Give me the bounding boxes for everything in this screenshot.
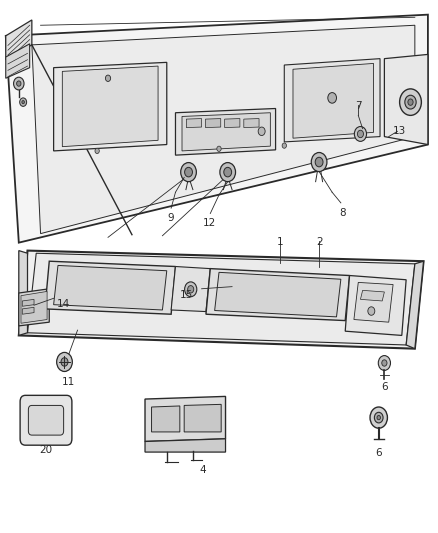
Polygon shape [6,44,30,78]
Polygon shape [206,269,350,320]
Polygon shape [354,282,393,322]
Circle shape [181,163,196,182]
Circle shape [408,99,413,106]
Text: 9: 9 [167,214,173,223]
Circle shape [399,89,421,115]
Circle shape [185,282,197,297]
Polygon shape [19,251,28,335]
FancyBboxPatch shape [28,406,64,435]
Polygon shape [360,290,385,301]
Text: 8: 8 [340,208,346,218]
Polygon shape [22,300,34,306]
Circle shape [17,81,21,86]
Polygon shape [171,266,210,312]
Circle shape [258,127,265,135]
Text: 11: 11 [62,377,75,387]
Circle shape [378,356,391,370]
Polygon shape [62,66,158,147]
Circle shape [95,148,99,154]
Polygon shape [145,439,226,452]
Circle shape [370,407,388,428]
Circle shape [217,146,221,151]
Polygon shape [19,251,424,349]
Circle shape [220,163,236,182]
Circle shape [106,75,111,82]
Polygon shape [406,261,424,349]
Circle shape [368,307,375,316]
Polygon shape [22,308,34,314]
Circle shape [57,352,72,372]
Text: 6: 6 [381,382,388,392]
Text: 20: 20 [39,445,53,455]
Circle shape [282,143,286,148]
Circle shape [374,413,383,423]
Polygon shape [244,118,259,127]
Circle shape [61,358,68,366]
Polygon shape [186,118,201,127]
Circle shape [311,152,327,172]
Text: 1: 1 [277,237,283,247]
Circle shape [185,167,192,177]
Polygon shape [32,25,415,233]
Polygon shape [21,292,47,323]
Polygon shape [6,20,32,60]
Circle shape [405,95,416,109]
Polygon shape [6,14,428,243]
Polygon shape [205,118,221,127]
Polygon shape [284,59,380,142]
Text: 4: 4 [199,465,206,475]
Polygon shape [215,272,341,317]
Polygon shape [184,405,221,432]
Polygon shape [176,109,276,155]
Circle shape [382,360,387,366]
Circle shape [354,126,367,141]
Circle shape [20,98,27,107]
Text: 6: 6 [375,448,382,458]
Text: 13: 13 [393,126,406,136]
Text: 2: 2 [316,237,322,247]
Polygon shape [293,63,374,138]
Polygon shape [182,113,270,151]
Polygon shape [28,253,415,345]
Circle shape [187,286,194,293]
Circle shape [357,130,364,138]
Text: 7: 7 [355,101,362,111]
FancyBboxPatch shape [20,395,72,445]
Text: 12: 12 [203,217,216,228]
Polygon shape [145,397,226,441]
Polygon shape [345,276,406,335]
Circle shape [315,157,323,167]
Circle shape [14,77,24,90]
Polygon shape [225,118,240,127]
Circle shape [328,93,336,103]
Polygon shape [152,406,180,432]
Polygon shape [53,265,167,310]
Polygon shape [385,54,428,144]
Circle shape [22,101,25,104]
Polygon shape [19,289,49,326]
Polygon shape [45,261,176,314]
Circle shape [224,167,232,177]
Text: 15: 15 [180,290,193,300]
Circle shape [377,416,381,419]
Polygon shape [53,62,167,151]
Text: 14: 14 [57,300,71,309]
